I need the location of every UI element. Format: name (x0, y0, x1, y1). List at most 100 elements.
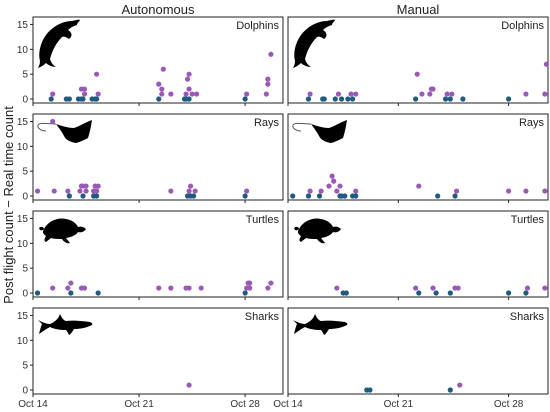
data-point (186, 188, 192, 194)
panel-frame (32, 16, 284, 104)
panel-manual-rays: Rays (287, 113, 549, 203)
data-point (186, 71, 192, 77)
data-point (447, 387, 453, 393)
data-point (543, 61, 550, 67)
panel-title-turtles: Turtles (246, 214, 280, 226)
y-tick-label: 0 (22, 386, 28, 397)
column-title-manual: Manual (397, 2, 440, 17)
data-point (414, 71, 420, 77)
data-point (337, 183, 343, 189)
y-tick-label: 5 (22, 361, 28, 372)
data-point (433, 290, 439, 296)
data-point (416, 290, 422, 296)
y-tick-label: 10 (17, 142, 29, 153)
panel-title-dolphins: Dolphins (501, 20, 544, 32)
data-point (81, 285, 88, 291)
panel-title-turtles: Turtles (511, 214, 545, 226)
data-point (94, 193, 100, 199)
data-point (348, 91, 354, 97)
data-point (265, 285, 271, 291)
data-point (318, 188, 324, 194)
panel-autonomous-turtles: Turtles 0 5 10 15 (17, 210, 284, 300)
data-point (34, 290, 41, 296)
data-point (457, 382, 463, 388)
data-point (442, 96, 449, 102)
data-point (186, 96, 192, 102)
data-point (194, 91, 200, 97)
panel-manual-sharks: Sharks Oct 14 Oct 21 Oct 28 (273, 307, 549, 410)
panel-title-rays: Rays (519, 117, 545, 129)
data-point (523, 91, 529, 97)
data-point (50, 118, 56, 125)
dolphin-icon (293, 19, 335, 69)
column-title-autonomous: Autonomous (122, 2, 195, 17)
data-point (68, 290, 74, 296)
data-point (66, 96, 72, 102)
data-point (191, 193, 197, 199)
data-point (350, 96, 356, 102)
shark-icon (293, 314, 348, 335)
data-point (353, 188, 359, 194)
panel-manual-dolphins: Dolphins (287, 16, 550, 106)
data-point (305, 193, 312, 199)
data-point (353, 91, 359, 97)
y-tick-label: 15 (17, 311, 29, 322)
data-point (329, 173, 335, 179)
panel-title-rays: Rays (254, 117, 280, 129)
data-point (242, 290, 248, 296)
data-point (66, 193, 72, 199)
data-point (34, 188, 41, 194)
data-point (416, 183, 422, 189)
data-point (184, 76, 191, 82)
data-point (95, 290, 101, 296)
panel-frame (32, 307, 284, 395)
data-point (186, 382, 192, 388)
x-tick-label: Oct 28 (230, 399, 260, 410)
y-tick-label: 15 (17, 20, 29, 31)
y-tick-label: 10 (17, 45, 29, 56)
data-point (247, 285, 253, 291)
data-point (305, 96, 312, 102)
data-point (454, 188, 460, 194)
data-point (435, 193, 441, 199)
data-point (263, 91, 269, 97)
data-point (247, 280, 253, 286)
data-point (80, 193, 86, 199)
data-point (156, 81, 162, 87)
data-point (77, 188, 83, 194)
data-point (334, 188, 340, 194)
x-tick-label: Oct 21 (124, 399, 154, 410)
data-point (80, 96, 86, 102)
data-point (168, 91, 174, 97)
y-tick-label: 5 (22, 70, 28, 81)
ray-icon (37, 120, 92, 143)
data-point (334, 285, 340, 291)
y-tick-label: 10 (17, 239, 29, 250)
panel-autonomous-rays: Rays 0 5 10 15 (17, 113, 284, 203)
data-point (83, 183, 89, 189)
data-point (244, 91, 250, 97)
data-point (81, 91, 88, 97)
data-point (65, 188, 71, 194)
data-point (345, 96, 351, 102)
data-point (524, 285, 531, 291)
data-point (187, 183, 194, 189)
data-point (542, 285, 548, 291)
panel-title-sharks: Sharks (510, 311, 545, 323)
y-axis-label: Post flight count − Real time count (1, 106, 16, 304)
data-point (523, 188, 529, 194)
data-point (50, 285, 56, 291)
panel-title-sharks: Sharks (245, 311, 280, 323)
data-point (307, 91, 313, 97)
data-point (506, 290, 512, 296)
panel-frame (287, 16, 549, 104)
data-point (83, 188, 89, 194)
data-point (343, 290, 349, 296)
panel-frame (287, 113, 549, 201)
x-tick-label: Oct 28 (494, 399, 524, 410)
data-point (542, 188, 548, 194)
data-point (506, 96, 512, 102)
y-tick-label: 10 (17, 336, 29, 347)
data-point (94, 188, 100, 194)
data-point (242, 96, 248, 102)
